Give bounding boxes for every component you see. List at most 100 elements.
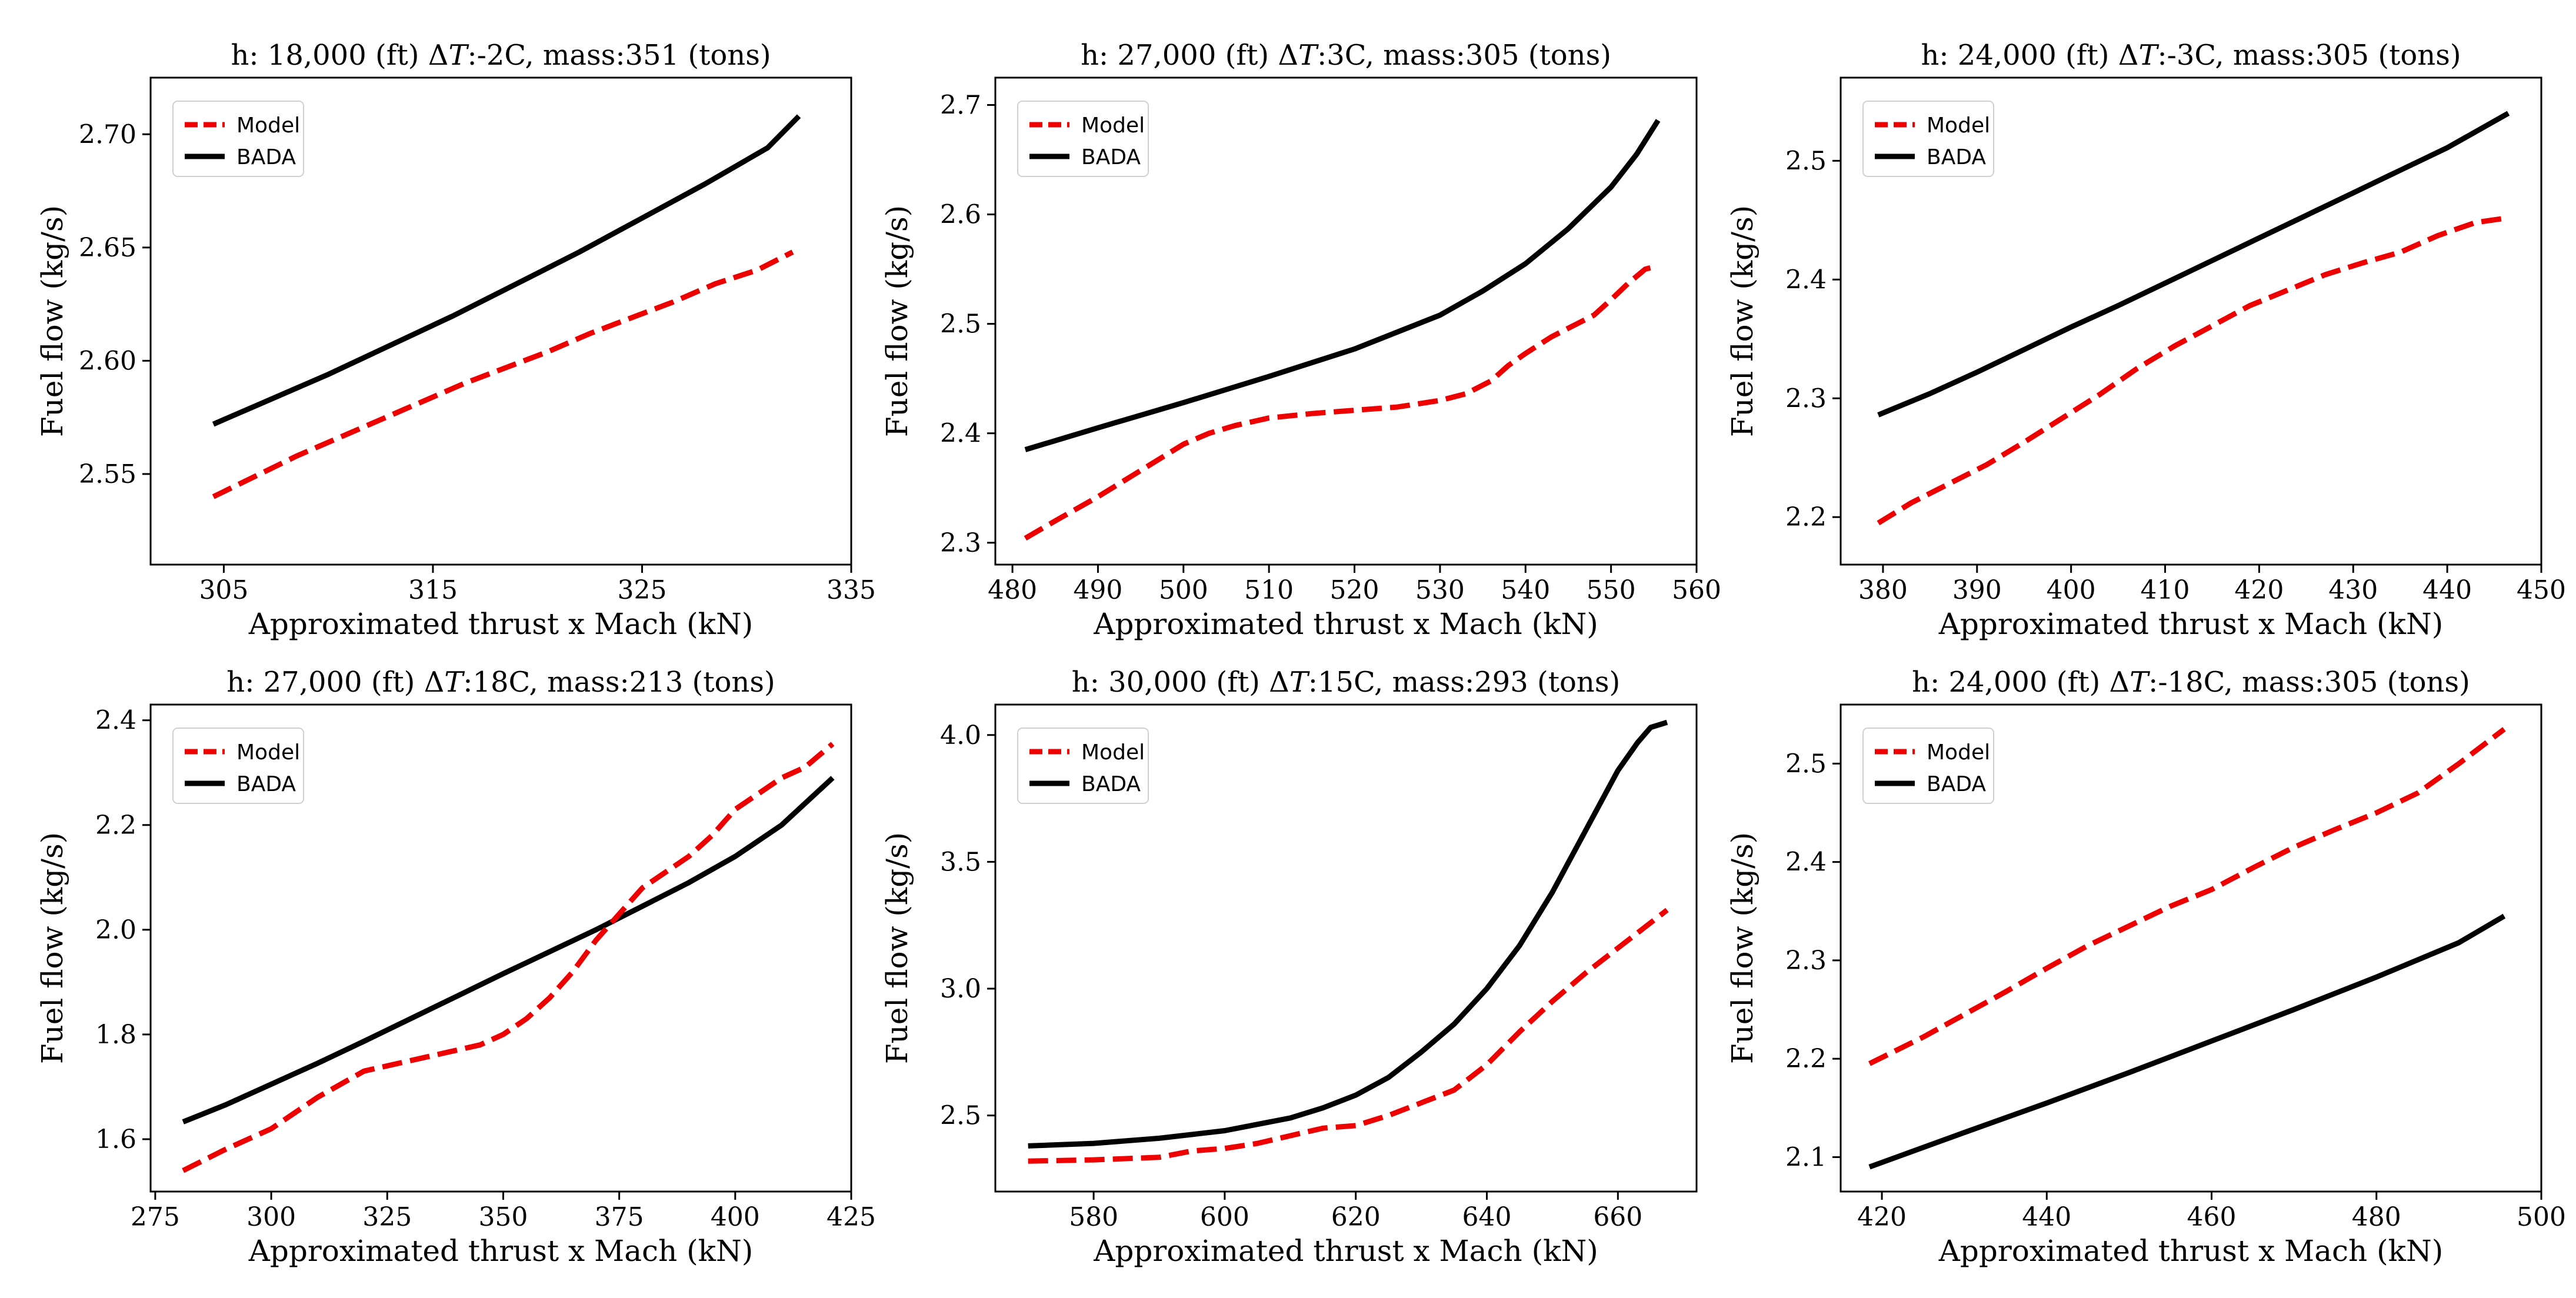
y-tick-label: 2.6 bbox=[940, 200, 981, 230]
y-axis-label: Fuel flow (kg/s) bbox=[1725, 205, 1759, 437]
legend-label: BADA bbox=[236, 772, 296, 796]
x-tick-label: 430 bbox=[2328, 575, 2378, 605]
x-tick-label: 540 bbox=[1501, 575, 1550, 605]
y-tick-label: 2.4 bbox=[1785, 265, 1827, 295]
x-tick-label: 510 bbox=[1244, 575, 1294, 605]
x-tick-label: 420 bbox=[2234, 575, 2284, 605]
subplot-3: h: 24,000 (ft) ΔT:-3C, mass:305 (tons) 38… bbox=[1725, 39, 2566, 641]
x-tick-label: 380 bbox=[1858, 575, 1908, 605]
y-tick-label: 2.3 bbox=[1785, 383, 1827, 413]
y-tick-label: 2.2 bbox=[1785, 502, 1827, 532]
x-tick-label: 500 bbox=[2517, 1202, 2566, 1232]
subplot-title: h: 27,000 (ft) ΔT:18C, mass:213 (tons) bbox=[226, 666, 775, 699]
x-tick-label: 410 bbox=[2141, 575, 2190, 605]
plot-frame bbox=[149, 703, 852, 1193]
model-series-line bbox=[1868, 727, 2506, 1066]
subplot-title: h: 27,000 (ft) ΔT:3C, mass:305 (tons) bbox=[1081, 39, 1611, 72]
plot-frame bbox=[994, 703, 1698, 1193]
subplot-title: h: 18,000 (ft) ΔT:-2C, mass:351 (tons) bbox=[231, 39, 771, 72]
legend-label: BADA bbox=[1927, 772, 1986, 796]
x-tick-label: 420 bbox=[1857, 1202, 1907, 1232]
x-tick-label: 500 bbox=[1159, 575, 1208, 605]
y-tick-label: 2.2 bbox=[1785, 1044, 1827, 1074]
x-tick-label: 560 bbox=[1672, 575, 1721, 605]
legend-label: Model bbox=[1927, 114, 1990, 138]
bada-series-line bbox=[212, 114, 801, 427]
x-axis-label: Approximated thrust x Mach (kN) bbox=[1938, 607, 2443, 641]
subplot-2: h: 27,000 (ft) ΔT:3C, mass:305 (tons) 480… bbox=[880, 39, 1721, 641]
bada-series-line bbox=[1868, 913, 2506, 1170]
x-tick-label: 440 bbox=[2422, 575, 2472, 605]
x-tick-label: 480 bbox=[988, 575, 1037, 605]
x-tick-label: 275 bbox=[131, 1202, 180, 1232]
bada-series-line bbox=[1028, 719, 1668, 1149]
x-tick-label: 660 bbox=[1593, 1202, 1642, 1232]
y-tick-label: 2.65 bbox=[79, 233, 136, 263]
x-tick-label: 440 bbox=[2022, 1202, 2071, 1232]
legend-label: Model bbox=[1081, 114, 1145, 138]
plot-frame bbox=[1839, 76, 2542, 566]
y-tick-label: 2.4 bbox=[1785, 847, 1827, 877]
x-tick-label: 450 bbox=[2517, 575, 2566, 605]
y-tick-label: 3.5 bbox=[940, 847, 981, 877]
x-tick-label: 490 bbox=[1073, 575, 1122, 605]
model-series-line bbox=[1877, 215, 2509, 526]
x-tick-label: 325 bbox=[617, 575, 667, 605]
y-axis-label: Fuel flow (kg/s) bbox=[35, 832, 69, 1064]
x-tick-label: 580 bbox=[1069, 1202, 1118, 1232]
x-tick-label: 620 bbox=[1331, 1202, 1381, 1232]
subplot-1: h: 18,000 (ft) ΔT:-2C, mass:351 (tons) 30… bbox=[35, 39, 876, 641]
y-axis-label: Fuel flow (kg/s) bbox=[35, 205, 69, 437]
x-tick-label: 530 bbox=[1415, 575, 1465, 605]
x-axis-label: Approximated thrust x Mach (kN) bbox=[248, 1234, 753, 1268]
y-axis-label: Fuel flow (kg/s) bbox=[880, 205, 914, 437]
legend-label: Model bbox=[236, 114, 300, 138]
x-tick-label: 305 bbox=[199, 575, 248, 605]
legend-label: BADA bbox=[1081, 145, 1141, 169]
x-axis-label: Approximated thrust x Mach (kN) bbox=[1938, 1234, 2443, 1268]
y-axis-label: Fuel flow (kg/s) bbox=[880, 832, 914, 1064]
bada-series-line bbox=[1024, 119, 1661, 452]
y-tick-label: 1.8 bbox=[95, 1020, 136, 1050]
subplot-5: h: 30,000 (ft) ΔT:15C, mass:293 (tons) 58… bbox=[880, 666, 1698, 1268]
bada-series-line bbox=[182, 776, 835, 1125]
y-tick-label: 2.5 bbox=[940, 1101, 981, 1131]
y-tick-label: 3.0 bbox=[940, 974, 981, 1004]
y-axis-label: Fuel flow (kg/s) bbox=[1725, 832, 1759, 1064]
y-tick-label: 2.3 bbox=[940, 528, 981, 558]
x-tick-label: 350 bbox=[478, 1202, 528, 1232]
x-axis-label: Approximated thrust x Mach (kN) bbox=[248, 607, 753, 641]
model-series-line bbox=[212, 249, 794, 499]
subplot-title: h: 24,000 (ft) ΔT:-3C, mass:305 (tons) bbox=[1921, 39, 2461, 72]
subplot-6: h: 24,000 (ft) ΔT:-18C, mass:305 (tons) 4… bbox=[1725, 666, 2566, 1268]
x-tick-label: 400 bbox=[2047, 575, 2096, 605]
subplot-title: h: 30,000 (ft) ΔT:15C, mass:293 (tons) bbox=[1072, 666, 1620, 699]
x-tick-label: 600 bbox=[1200, 1202, 1249, 1232]
model-series-line bbox=[1024, 263, 1659, 541]
x-tick-label: 640 bbox=[1462, 1202, 1512, 1232]
model-series-line bbox=[1028, 907, 1669, 1164]
y-tick-label: 2.70 bbox=[79, 119, 136, 149]
y-tick-label: 2.1 bbox=[1785, 1142, 1827, 1172]
legend-label: Model bbox=[236, 740, 300, 765]
y-tick-label: 2.2 bbox=[95, 810, 136, 840]
y-tick-label: 2.5 bbox=[1785, 146, 1827, 176]
x-tick-label: 425 bbox=[827, 1202, 876, 1232]
y-tick-label: 2.55 bbox=[79, 459, 136, 489]
y-tick-label: 1.6 bbox=[95, 1125, 136, 1154]
model-series-line bbox=[182, 742, 835, 1173]
x-tick-label: 300 bbox=[246, 1202, 296, 1232]
y-tick-label: 2.5 bbox=[940, 309, 981, 339]
y-tick-label: 2.3 bbox=[1785, 946, 1827, 976]
x-tick-label: 390 bbox=[1952, 575, 2002, 605]
x-tick-label: 335 bbox=[827, 575, 876, 605]
subplot-title: h: 24,000 (ft) ΔT:-18C, mass:305 (tons) bbox=[1912, 666, 2470, 699]
x-tick-label: 520 bbox=[1330, 575, 1379, 605]
y-tick-label: 2.0 bbox=[95, 915, 136, 945]
y-tick-label: 2.4 bbox=[95, 706, 136, 736]
legend-label: Model bbox=[1081, 740, 1145, 765]
plot-frame bbox=[149, 76, 852, 566]
legend-label: BADA bbox=[1927, 145, 1986, 169]
bada-series-line bbox=[1877, 111, 2510, 418]
legend-label: BADA bbox=[236, 145, 296, 169]
